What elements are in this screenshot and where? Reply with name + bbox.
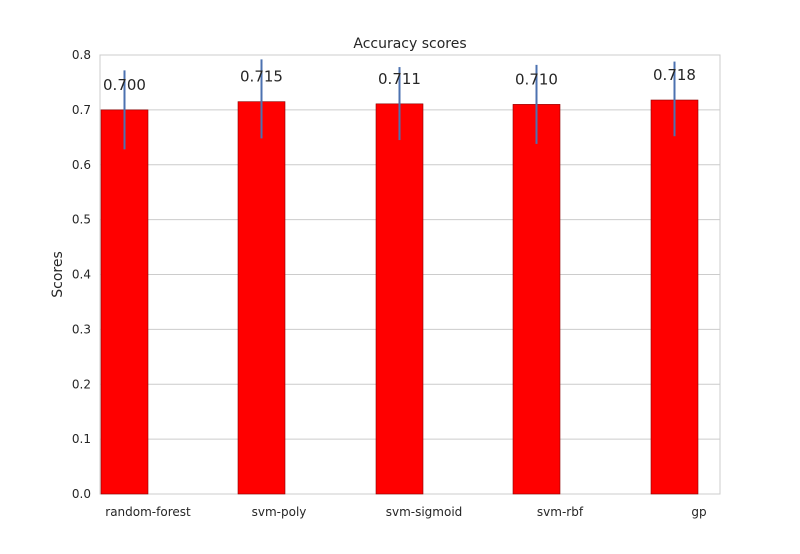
x-tick-label: svm-poly <box>252 505 307 519</box>
bar-svm-sigmoid <box>375 103 424 495</box>
data-label: 0.718 <box>653 66 696 84</box>
data-label: 0.710 <box>515 70 558 88</box>
y-tick-label: 0.6 <box>72 158 91 172</box>
y-tick-label: 0.3 <box>72 322 91 336</box>
x-tick-label: gp <box>691 505 706 519</box>
y-tick-label: 0.4 <box>72 268 91 282</box>
bar-gp <box>650 99 699 495</box>
y-tick-label: 0.2 <box>72 377 91 391</box>
bar-random-forest <box>100 109 149 495</box>
y-tick-label: 0.8 <box>72 48 91 62</box>
chart-title: Accuracy scores <box>353 36 466 52</box>
x-tick-label: svm-rbf <box>537 505 584 519</box>
y-axis-title: Scores <box>50 251 66 298</box>
y-tick-label: 0.0 <box>72 487 91 501</box>
y-tick-label: 0.7 <box>72 103 91 117</box>
data-label: 0.715 <box>240 68 283 86</box>
bars <box>100 99 699 495</box>
category-labels: random-forest svm-poly svm-sigmoid svm-rbf g… <box>105 505 706 519</box>
x-tick-label: random-forest <box>105 505 191 519</box>
data-label: 0.700 <box>103 76 146 94</box>
bar-svm-rbf <box>512 104 561 495</box>
bar-svm-poly <box>237 101 286 495</box>
data-labels: 0.700 0.715 0.711 0.710 0.718 <box>103 66 696 94</box>
data-label: 0.711 <box>378 70 421 88</box>
y-tick-label: 0.5 <box>72 213 91 227</box>
x-tick-label: svm-sigmoid <box>386 505 463 519</box>
y-tick-labels: 0.0 0.1 0.2 0.3 0.4 0.5 0.6 0.7 0.8 <box>72 48 91 501</box>
error-bars <box>123 59 676 150</box>
y-tick-label: 0.1 <box>72 432 91 446</box>
